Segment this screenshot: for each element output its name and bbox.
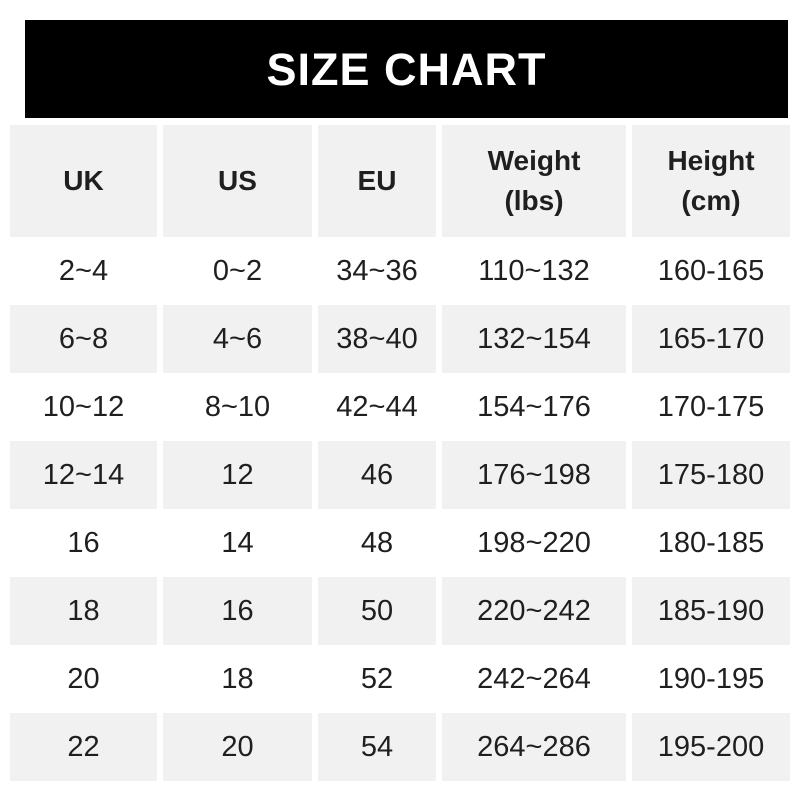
table-cell-uk: 16 xyxy=(10,509,157,577)
column-header-weight-lbs: Weight (lbs) xyxy=(442,125,626,237)
table-cell-eu: 34~36 xyxy=(318,237,436,305)
table-row: 16 14 48 198~220 180-185 xyxy=(10,509,790,577)
table-cell-eu: 38~40 xyxy=(318,305,436,373)
table-cell-weight-lbs: 220~242 xyxy=(442,577,626,645)
table-cell-us: 16 xyxy=(163,577,312,645)
table-cell-us: 12 xyxy=(163,441,312,509)
table-cell-eu: 50 xyxy=(318,577,436,645)
table-cell-height-cm: 175-180 xyxy=(632,441,790,509)
table-cell-uk: 18 xyxy=(10,577,157,645)
table-row: 6~8 4~6 38~40 132~154 165-170 xyxy=(10,305,790,373)
table-cell-height-cm: 165-170 xyxy=(632,305,790,373)
table-cell-height-cm: 180-185 xyxy=(632,509,790,577)
table-cell-uk: 20 xyxy=(10,645,157,713)
table-row: 2~4 0~2 34~36 110~132 160-165 xyxy=(10,237,790,305)
table-cell-weight-lbs: 242~264 xyxy=(442,645,626,713)
table-cell-us: 18 xyxy=(163,645,312,713)
table-cell-uk: 12~14 xyxy=(10,441,157,509)
table-cell-eu: 48 xyxy=(318,509,436,577)
table-row: 12~14 12 46 176~198 175-180 xyxy=(10,441,790,509)
column-header-height-cm: Height (cm) xyxy=(632,125,790,237)
table-cell-us: 4~6 xyxy=(163,305,312,373)
table-cell-height-cm: 170-175 xyxy=(632,373,790,441)
page-title: SIZE CHART xyxy=(266,43,547,95)
column-header-eu: EU xyxy=(318,125,436,237)
table-cell-weight-lbs: 198~220 xyxy=(442,509,626,577)
table-cell-uk: 10~12 xyxy=(10,373,157,441)
table-cell-eu: 46 xyxy=(318,441,436,509)
table-cell-us: 8~10 xyxy=(163,373,312,441)
table-cell-eu: 52 xyxy=(318,645,436,713)
table-cell-height-cm: 195-200 xyxy=(632,713,790,781)
column-header-uk: UK xyxy=(10,125,157,237)
table-cell-eu: 42~44 xyxy=(318,373,436,441)
table-cell-weight-lbs: 154~176 xyxy=(442,373,626,441)
table-row: 22 20 54 264~286 195-200 xyxy=(10,713,790,781)
table-row: 18 16 50 220~242 185-190 xyxy=(10,577,790,645)
size-chart-table: UK US EU Weight (lbs) Height (cm) 2~4 0~2 34~36… xyxy=(10,125,790,781)
table-cell-height-cm: 160-165 xyxy=(632,237,790,305)
title-bar: SIZE CHART xyxy=(25,20,788,118)
table-cell-us: 0~2 xyxy=(163,237,312,305)
table-cell-weight-lbs: 176~198 xyxy=(442,441,626,509)
column-header-us: US xyxy=(163,125,312,237)
table-cell-height-cm: 190-195 xyxy=(632,645,790,713)
table-cell-eu: 54 xyxy=(318,713,436,781)
table-cell-height-cm: 185-190 xyxy=(632,577,790,645)
table-cell-uk: 2~4 xyxy=(10,237,157,305)
table-cell-weight-lbs: 132~154 xyxy=(442,305,626,373)
table-cell-uk: 6~8 xyxy=(10,305,157,373)
table-cell-weight-lbs: 110~132 xyxy=(442,237,626,305)
table-cell-uk: 22 xyxy=(10,713,157,781)
table-cell-weight-lbs: 264~286 xyxy=(442,713,626,781)
table-cell-us: 20 xyxy=(163,713,312,781)
table-cell-us: 14 xyxy=(163,509,312,577)
table-row: 20 18 52 242~264 190-195 xyxy=(10,645,790,713)
table-header-row: UK US EU Weight (lbs) Height (cm) xyxy=(10,125,790,237)
table-row: 10~12 8~10 42~44 154~176 170-175 xyxy=(10,373,790,441)
